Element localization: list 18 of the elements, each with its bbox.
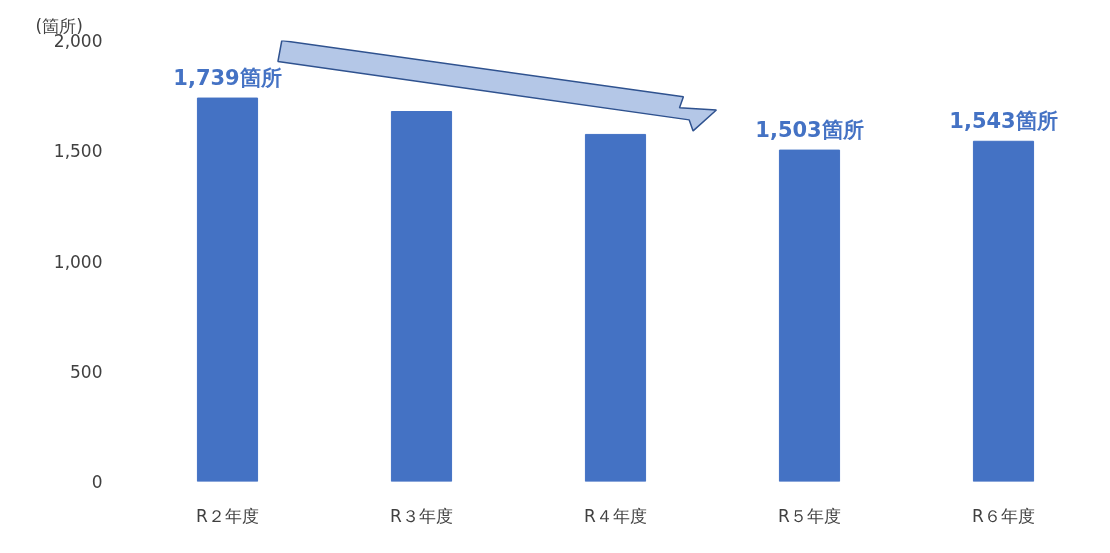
bar [196, 97, 259, 482]
y-tick-label: 500 [70, 361, 103, 382]
x-tick-label: R３年度 [390, 505, 453, 526]
data-label: 1,503箇所 [755, 118, 864, 143]
bar [972, 140, 1035, 482]
x-tick-label: R６年度 [972, 505, 1035, 526]
y-tick-label: 1,500 [53, 141, 103, 162]
x-tick-label: R２年度 [196, 505, 259, 526]
y-axis-title: (箇所) [35, 15, 83, 36]
data-label: 1,739箇所 [173, 66, 282, 91]
y-tick-label: 0 [91, 472, 103, 492]
bar [584, 133, 647, 482]
bar [390, 111, 453, 482]
x-tick-label: R４年度 [584, 505, 647, 526]
bar [778, 149, 841, 482]
y-tick-label: 1,000 [53, 251, 103, 272]
x-tick-label: R５年度 [778, 505, 841, 526]
data-label: 1,543箇所 [949, 109, 1058, 134]
